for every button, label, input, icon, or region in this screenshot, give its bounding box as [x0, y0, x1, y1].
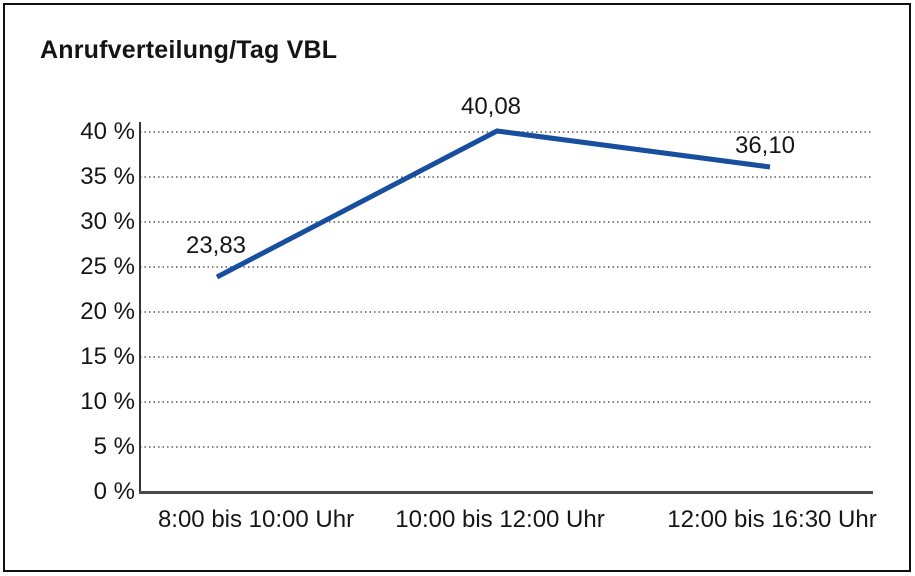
y-axis-tick-label: 15 % [80, 342, 135, 370]
data-label: 40,08 [460, 92, 522, 120]
chart-title: Anrufverteilung/Tag VBL [40, 36, 338, 64]
y-axis-line [139, 122, 141, 494]
gridline-5 [140, 446, 873, 448]
y-axis-tick-label: 5 % [93, 432, 135, 460]
gridline-35 [140, 176, 873, 178]
gridline-30 [140, 221, 873, 223]
y-axis-tick-label: 30 % [80, 207, 135, 235]
gridline-20 [140, 311, 873, 313]
series-line [215, 128, 771, 280]
x-axis-tick-label: 10:00 bis 12:00 Uhr [395, 506, 605, 533]
y-axis-tick-label: 35 % [80, 162, 135, 190]
y-axis-tick-label: 20 % [80, 297, 135, 325]
gridline-10 [140, 401, 873, 403]
gridline-25 [140, 266, 873, 268]
x-axis-tick-label: 8:00 bis 10:00 Uhr [157, 506, 355, 533]
y-axis-tick-label: 40 % [80, 117, 135, 145]
data-label: 23,83 [185, 232, 247, 260]
y-axis-tick-label: 0 % [93, 478, 135, 505]
y-axis-tick-label: 25 % [80, 252, 135, 280]
gridline-15 [140, 356, 873, 358]
data-label: 36,10 [734, 131, 796, 159]
x-axis-line [139, 491, 873, 494]
x-axis-tick-label: 12:00 bis 16:30 Uhr [667, 506, 877, 533]
y-axis-tick-label: 10 % [80, 387, 135, 415]
